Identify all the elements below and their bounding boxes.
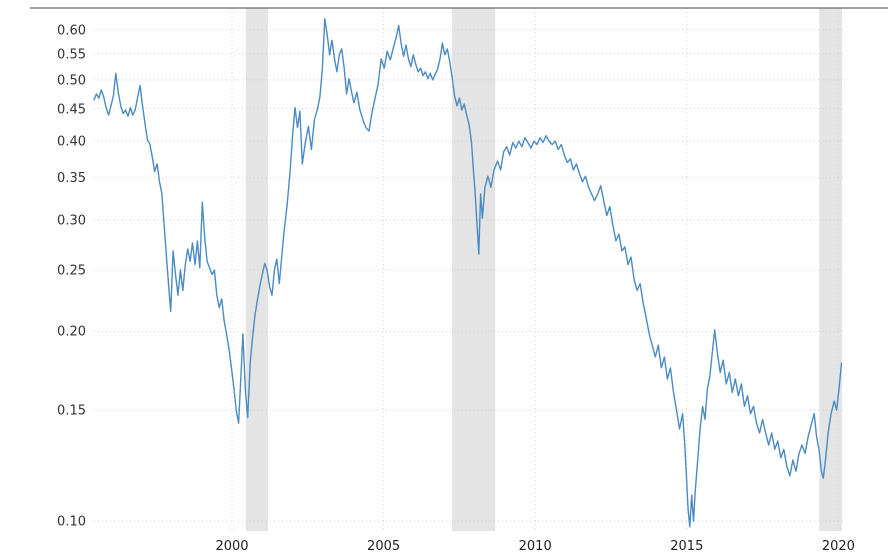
y-tick-label: 0.30	[57, 214, 86, 229]
x-tick-label: 2015	[670, 539, 703, 554]
y-tick-label: 0.35	[57, 171, 86, 186]
y-tick-label: 0.15	[57, 404, 86, 419]
series-line	[93, 18, 843, 528]
y-tick-label: 0.50	[57, 73, 86, 88]
y-tick-label: 0.55	[57, 47, 86, 62]
y-axis-labels: 0.10 0.15 0.20 0.25 0.30 0.35 0.40 0.45 0.50 0.55…	[57, 23, 86, 529]
y-tick-label: 0.60	[57, 23, 86, 38]
x-tick-label: 2005	[367, 539, 400, 554]
y-tick-label: 0.20	[57, 325, 86, 340]
y-tick-label: 0.45	[57, 102, 86, 117]
recession-bands	[245, 8, 842, 531]
y-tick-label: 0.40	[57, 135, 86, 150]
recession-band	[452, 8, 496, 531]
x-axis-labels: 2000 2005 2010 2015 2020	[215, 539, 854, 554]
recession-band	[245, 8, 268, 531]
series-line-group	[93, 18, 843, 528]
x-tick-label: 2000	[215, 539, 248, 554]
y-tick-label: 0.25	[57, 264, 86, 279]
x-tick-label: 2020	[822, 539, 855, 554]
gridlines	[94, 8, 846, 531]
y-tick-label: 0.10	[57, 515, 86, 530]
x-tick-label: 2010	[519, 539, 552, 554]
